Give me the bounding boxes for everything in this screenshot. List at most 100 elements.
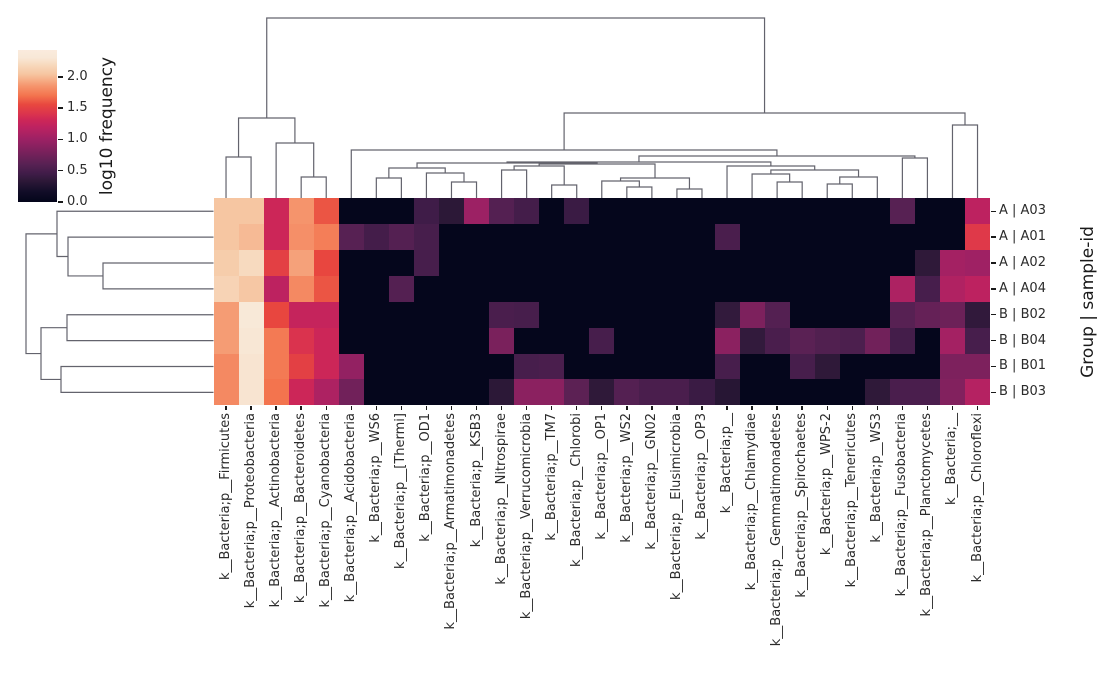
- col-label: k__Bacteria;p__Chloroflexi: [969, 413, 985, 583]
- x-tick: [350, 405, 352, 411]
- heatmap-cell: [739, 250, 765, 276]
- heatmap-cell: [213, 224, 239, 251]
- heatmap-cell: [263, 301, 289, 328]
- dendrogram-link: [500, 169, 528, 199]
- heatmap-cell: [664, 198, 690, 225]
- heatmap-cell: [789, 224, 815, 251]
- x-tick: [951, 405, 954, 411]
- y-tick: [990, 391, 996, 394]
- heatmap-cell: [939, 198, 966, 225]
- heatmap-cell: [639, 275, 665, 302]
- heatmap-cell: [914, 198, 940, 225]
- heatmap-cell: [789, 353, 815, 380]
- heatmap-cell: [514, 224, 540, 251]
- heatmap-cell: [539, 224, 565, 251]
- dendrogram-link: [951, 124, 979, 199]
- heatmap-cell: [789, 275, 815, 302]
- col-label: k__Bacteria;p__Fusobacteria: [894, 413, 910, 597]
- dendrogram-link: [375, 177, 402, 199]
- heatmap-cell: [263, 275, 289, 302]
- heatmap-cell: [614, 224, 640, 251]
- heatmap-cell: [489, 224, 515, 251]
- heatmap-cell: [664, 379, 690, 406]
- colorbar-tick-label: 2.0: [67, 68, 88, 84]
- heatmap-cell: [864, 198, 890, 225]
- heatmap-cell: [288, 327, 314, 354]
- dendrogram-link: [513, 165, 565, 185]
- heatmap-cell: [464, 275, 490, 302]
- dendrogram-link: [388, 167, 446, 178]
- heatmap-cell: [539, 301, 565, 328]
- heatmap-grid: [213, 198, 991, 406]
- y-tick: [990, 210, 996, 212]
- heatmap-cell: [639, 198, 665, 225]
- col-label: k__Bacteria;p__Proteobacteria: [243, 413, 259, 609]
- heatmap-cell: [864, 353, 890, 380]
- heatmap-cell: [438, 327, 464, 354]
- heatmap-cell: [438, 224, 464, 251]
- x-tick: [976, 405, 979, 411]
- heatmap-cell: [764, 198, 790, 225]
- heatmap-cell: [213, 250, 239, 276]
- heatmap-cell: [614, 198, 640, 225]
- heatmap-cell: [338, 353, 364, 380]
- heatmap-cell: [363, 250, 389, 276]
- heatmap-cell: [263, 379, 289, 406]
- heatmap-cell: [814, 327, 840, 354]
- heatmap-cell: [388, 353, 414, 380]
- heatmap-cell: [413, 250, 439, 276]
- heatmap-cell: [889, 379, 915, 406]
- col-label: k__Bacteria;p__Verrucomicrobia: [518, 413, 534, 620]
- heatmap-cell: [413, 379, 439, 406]
- heatmap-cell: [889, 327, 915, 354]
- col-label: k__Bacteria;p__OD1: [418, 413, 434, 542]
- heatmap-cell: [514, 198, 540, 225]
- row-dendrogram: [25, 210, 214, 393]
- heatmap-cell: [965, 250, 991, 276]
- heatmap-cell: [714, 353, 740, 380]
- heatmap-cell: [413, 353, 439, 380]
- col-label: k__Bacteria;p__WS6: [368, 413, 384, 543]
- heatmap-cell: [889, 224, 915, 251]
- dendrogram-link: [626, 186, 653, 199]
- heatmap-cell: [839, 327, 865, 354]
- heatmap-cell: [514, 379, 540, 406]
- heatmap-cell: [739, 353, 765, 380]
- heatmap-cell: [564, 327, 590, 354]
- col-label: k__Bacteria;p__Planctomycetes: [919, 413, 935, 617]
- dendrogram-link: [40, 327, 67, 381]
- heatmap-cell: [939, 224, 966, 251]
- heatmap-cell: [363, 379, 389, 406]
- heatmap-cell: [764, 353, 790, 380]
- heatmap-cell: [889, 301, 915, 328]
- dendrogram-link: [901, 157, 929, 199]
- y-tick: [990, 314, 996, 316]
- col-label: k__Bacteria;p__Actinobacteria: [268, 413, 284, 608]
- heatmap-cell: [664, 353, 690, 380]
- row-label: B | B01: [999, 358, 1047, 374]
- dendrogram-link: [66, 314, 214, 342]
- heatmap-cell: [514, 275, 540, 302]
- row-label: A | A02: [999, 254, 1046, 270]
- colorbar: [18, 50, 57, 202]
- heatmap-cell: [539, 353, 565, 380]
- heatmap-cell: [614, 327, 640, 354]
- heatmap-cell: [689, 275, 715, 302]
- colorbar-tick-label: 0.0: [67, 194, 88, 209]
- dendrogram-link: [102, 262, 214, 290]
- heatmap-cell: [464, 224, 490, 251]
- heatmap-cell: [764, 275, 790, 302]
- col-label: k__Bacteria;p__Firmicutes: [218, 413, 234, 581]
- x-tick: [225, 405, 227, 411]
- heatmap-cell: [464, 250, 490, 276]
- heatmap-cell: [388, 301, 414, 328]
- dendrogram-link: [25, 233, 57, 355]
- heatmap-cell: [313, 327, 339, 354]
- dendrogram-link: [551, 184, 578, 199]
- heatmap-cell: [213, 301, 239, 328]
- col-label: k__Bacteria;p__Armatimonadetes: [443, 413, 459, 630]
- colorbar-tick: [57, 201, 63, 203]
- heatmap-cell: [338, 327, 364, 354]
- heatmap-cell: [263, 198, 289, 225]
